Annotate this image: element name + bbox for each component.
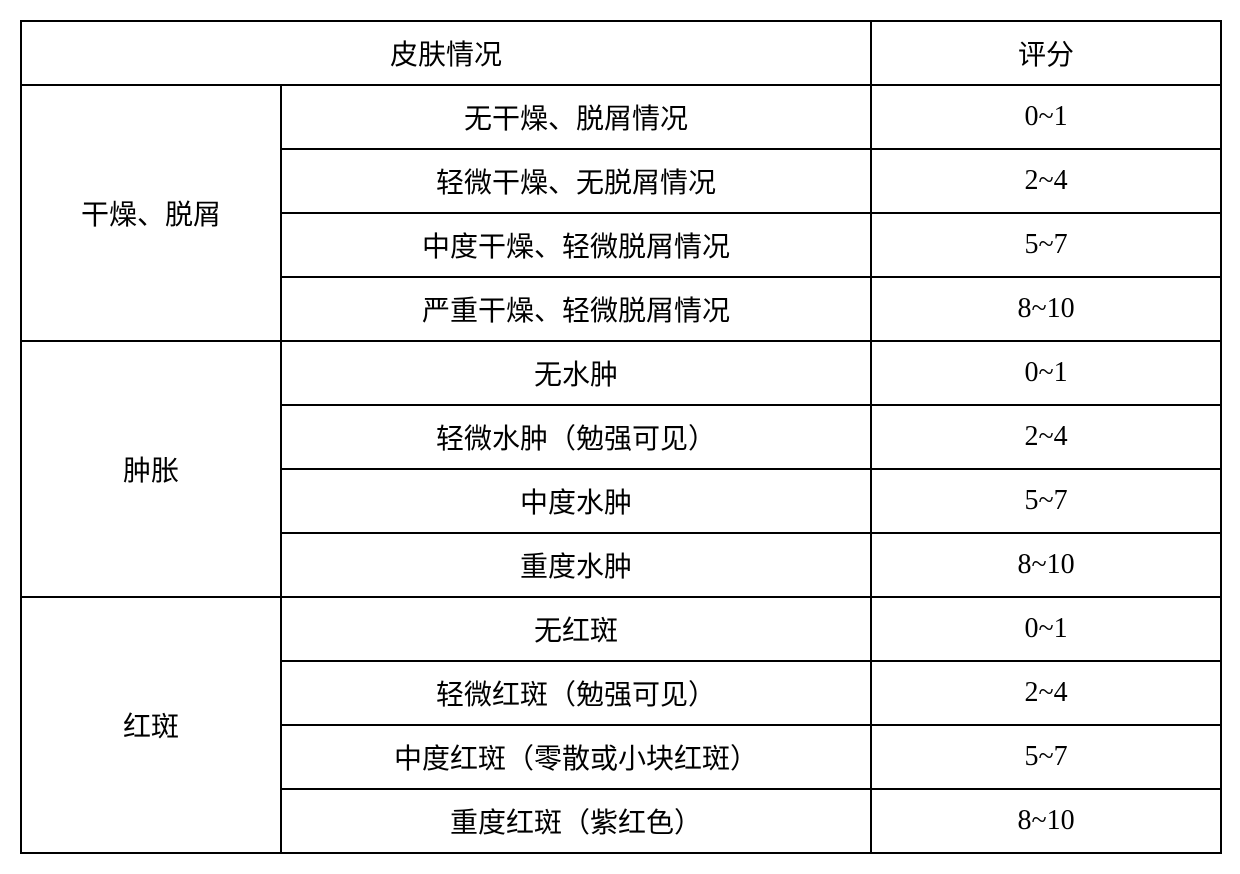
description-cell: 中度水肿: [281, 469, 871, 533]
description-cell: 轻微干燥、无脱屑情况: [281, 149, 871, 213]
description-cell: 严重干燥、轻微脱屑情况: [281, 277, 871, 341]
table-row: 干燥、脱屑 无干燥、脱屑情况 0~1: [21, 85, 1221, 149]
header-score: 评分: [871, 21, 1221, 85]
score-cell: 5~7: [871, 725, 1221, 789]
description-cell: 无水肿: [281, 341, 871, 405]
score-cell: 2~4: [871, 661, 1221, 725]
description-cell: 无红斑: [281, 597, 871, 661]
table-row: 红斑 无红斑 0~1: [21, 597, 1221, 661]
description-cell: 中度红斑（零散或小块红斑）: [281, 725, 871, 789]
score-cell: 5~7: [871, 469, 1221, 533]
score-cell: 2~4: [871, 405, 1221, 469]
description-cell: 无干燥、脱屑情况: [281, 85, 871, 149]
description-cell: 重度红斑（紫红色）: [281, 789, 871, 853]
score-cell: 0~1: [871, 341, 1221, 405]
description-cell: 轻微红斑（勉强可见）: [281, 661, 871, 725]
description-cell: 中度干燥、轻微脱屑情况: [281, 213, 871, 277]
score-cell: 2~4: [871, 149, 1221, 213]
score-cell: 8~10: [871, 277, 1221, 341]
description-cell: 重度水肿: [281, 533, 871, 597]
category-cell: 红斑: [21, 597, 281, 853]
category-cell: 干燥、脱屑: [21, 85, 281, 341]
score-cell: 0~1: [871, 85, 1221, 149]
description-cell: 轻微水肿（勉强可见）: [281, 405, 871, 469]
header-condition: 皮肤情况: [21, 21, 871, 85]
score-cell: 8~10: [871, 533, 1221, 597]
table-header-row: 皮肤情况 评分: [21, 21, 1221, 85]
category-cell: 肿胀: [21, 341, 281, 597]
skin-condition-table: 皮肤情况 评分 干燥、脱屑 无干燥、脱屑情况 0~1 轻微干燥、无脱屑情况 2~…: [20, 20, 1222, 854]
score-cell: 0~1: [871, 597, 1221, 661]
table-row: 肿胀 无水肿 0~1: [21, 341, 1221, 405]
score-cell: 8~10: [871, 789, 1221, 853]
score-cell: 5~7: [871, 213, 1221, 277]
